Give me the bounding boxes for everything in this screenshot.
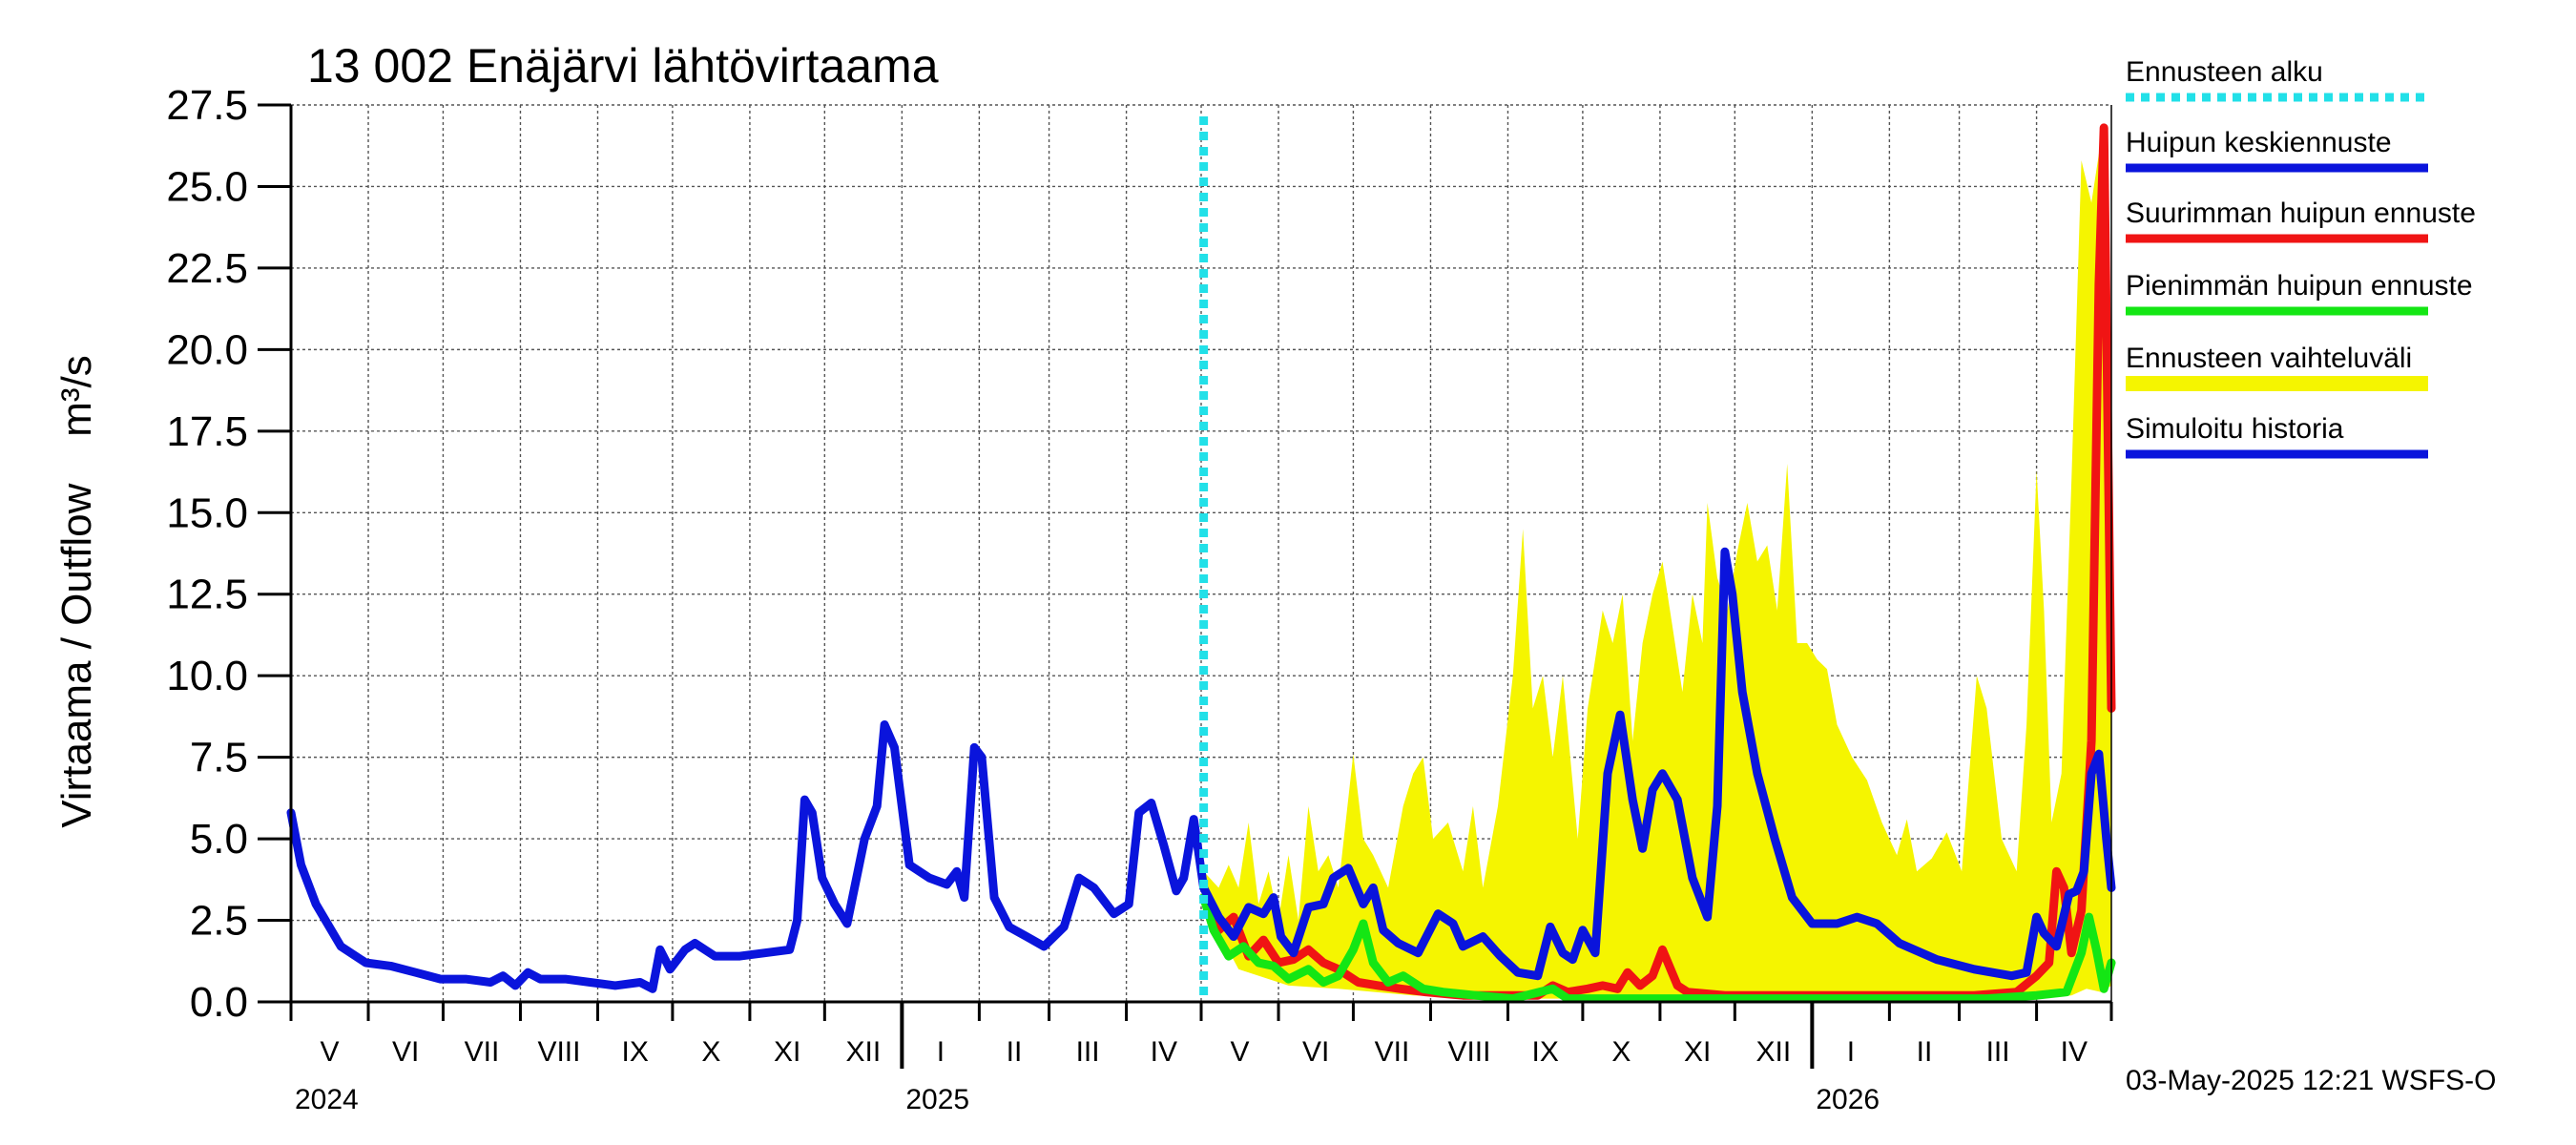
legend-item-suurimman-huipun-ennuste: Suurimman huipun ennuste xyxy=(2126,198,2476,243)
legend-item-pienimman-huipun-ennuste: Pienimmän huipun ennuste xyxy=(2126,270,2473,316)
x-month-label: X xyxy=(1611,1036,1631,1068)
x-year-labels: 2024 2025 2026 xyxy=(295,1084,1880,1115)
forecast-range-band xyxy=(1203,137,2111,999)
x-month-label: V xyxy=(1231,1036,1250,1068)
grid-lines xyxy=(291,104,2111,1002)
x-month-label: IX xyxy=(1532,1036,1559,1068)
y-tick-label: 27.5 xyxy=(166,82,248,129)
legend-label: Simuloitu historia xyxy=(2126,413,2344,445)
legend-label: Ennusteen vaihteluväli xyxy=(2126,343,2412,374)
x-month-label: II xyxy=(1917,1036,1933,1068)
legend-label: Suurimman huipun ennuste xyxy=(2126,198,2476,229)
x-month-label: XII xyxy=(1756,1036,1792,1068)
x-month-label: IV xyxy=(1151,1036,1177,1068)
y-tick-label: 20.0 xyxy=(166,326,248,373)
y-axis-label: Virtaama / Outflow m³/s xyxy=(53,355,100,828)
x-month-label: II xyxy=(1007,1036,1023,1068)
legend-item-huipun-keskiennuste: Huipun keskiennuste xyxy=(2126,127,2428,173)
series-layer xyxy=(286,123,2116,1004)
timestamp-footer: 03-May-2025 12:21 WSFS-O xyxy=(2126,1065,2497,1096)
series-line-simuloitu-historia xyxy=(286,720,1209,993)
y-tick-label: 15.0 xyxy=(166,489,248,536)
x-year-label: 2025 xyxy=(905,1084,969,1115)
x-month-label: XI xyxy=(1684,1036,1711,1068)
series-line-pienimman-huipun-ennuste xyxy=(1199,893,2116,1004)
y-tick-label: 0.0 xyxy=(190,979,248,1026)
legend-label: Ennusteen alku xyxy=(2126,56,2323,88)
x-month-label: I xyxy=(937,1036,945,1068)
x-year-label: 2024 xyxy=(295,1084,359,1115)
series-line-huipun-keskiennuste xyxy=(1199,547,2116,981)
x-month-label: XII xyxy=(846,1036,882,1068)
x-month-label: III xyxy=(1986,1036,2010,1068)
x-month-labels: V VI VII VIII IX X XI XII I II III IV V VI VII VIII IX X X… xyxy=(321,1036,2088,1068)
y-tick-label: 7.5 xyxy=(190,735,248,781)
legend-label: Huipun keskiennuste xyxy=(2126,127,2392,158)
x-month-label: IV xyxy=(2061,1036,2088,1068)
y-tick-label: 25.0 xyxy=(166,163,248,210)
y-tick-label: 2.5 xyxy=(190,898,248,945)
x-year-label: 2026 xyxy=(1816,1084,1880,1115)
y-tick-label: 12.5 xyxy=(166,572,248,618)
x-month-label: III xyxy=(1076,1036,1100,1068)
y-tick-label: 22.5 xyxy=(166,245,248,292)
forecast-range-band-layer xyxy=(1203,137,2111,999)
axis-layer xyxy=(258,103,2113,1069)
x-month-label: VII xyxy=(465,1036,500,1068)
y-tick-label: 5.0 xyxy=(190,816,248,863)
y-tick-label: 17.5 xyxy=(166,408,248,455)
legend-swatch xyxy=(2126,376,2428,391)
legend-item-ennusteen-vaihteluvali: Ennusteen vaihteluväli xyxy=(2126,343,2428,391)
legend-item-ennusteen-alku: Ennusteen alku xyxy=(2126,56,2428,102)
legend: Ennusteen alku Huipun keskiennuste Suurimm… xyxy=(2126,56,2476,459)
y-tick-label: 10.0 xyxy=(166,653,248,699)
legend-label: Pienimmän huipun ennuste xyxy=(2126,270,2473,302)
legend-item-simuloitu-historia: Simuloitu historia xyxy=(2126,413,2428,459)
x-month-label: VIII xyxy=(537,1036,580,1068)
x-month-label: IX xyxy=(622,1036,649,1068)
x-month-label: X xyxy=(701,1036,720,1068)
x-month-label: VIII xyxy=(1447,1036,1490,1068)
series-line-suurimman-huipun-ennuste xyxy=(1199,123,2116,1000)
x-month-label: VI xyxy=(1302,1036,1329,1068)
x-month-label: VII xyxy=(1375,1036,1410,1068)
x-month-label: V xyxy=(321,1036,340,1068)
x-month-label: XI xyxy=(774,1036,800,1068)
x-month-label: I xyxy=(1847,1036,1855,1068)
x-month-label: VI xyxy=(392,1036,419,1068)
y-tick-labels: 0.0 2.5 5.0 7.5 10.0 12.5 15.0 17.5 20.0 22.5 25.0… xyxy=(166,82,248,1026)
chart-title: 13 002 Enäjärvi lähtövirtaama xyxy=(307,39,939,93)
